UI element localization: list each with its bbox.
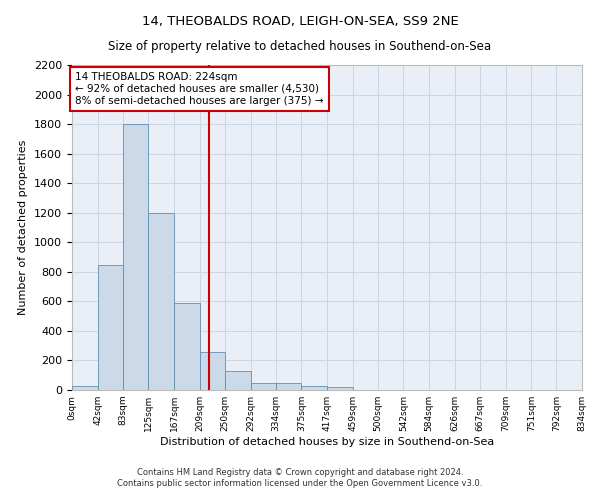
Bar [200, 352, 225, 390]
Text: Contains HM Land Registry data © Crown copyright and database right 2024.
Contai: Contains HM Land Registry data © Crown c… [118, 468, 482, 487]
Bar [225, 371, 251, 390]
Bar [251, 382, 276, 390]
Bar [98, 265, 123, 390]
Bar [123, 124, 148, 390]
Bar [276, 384, 301, 390]
Text: 14, THEOBALDS ROAD, LEIGH-ON-SEA, SS9 2NE: 14, THEOBALDS ROAD, LEIGH-ON-SEA, SS9 2N… [142, 15, 458, 28]
Bar [327, 387, 353, 390]
Bar [174, 303, 200, 390]
Bar [148, 212, 174, 390]
Y-axis label: Number of detached properties: Number of detached properties [19, 140, 28, 315]
Bar [72, 386, 98, 390]
Text: 14 THEOBALDS ROAD: 224sqm
← 92% of detached houses are smaller (4,530)
8% of sem: 14 THEOBALDS ROAD: 224sqm ← 92% of detac… [75, 72, 323, 106]
Bar [301, 386, 327, 390]
X-axis label: Distribution of detached houses by size in Southend-on-Sea: Distribution of detached houses by size … [160, 437, 494, 447]
Text: Size of property relative to detached houses in Southend-on-Sea: Size of property relative to detached ho… [109, 40, 491, 53]
